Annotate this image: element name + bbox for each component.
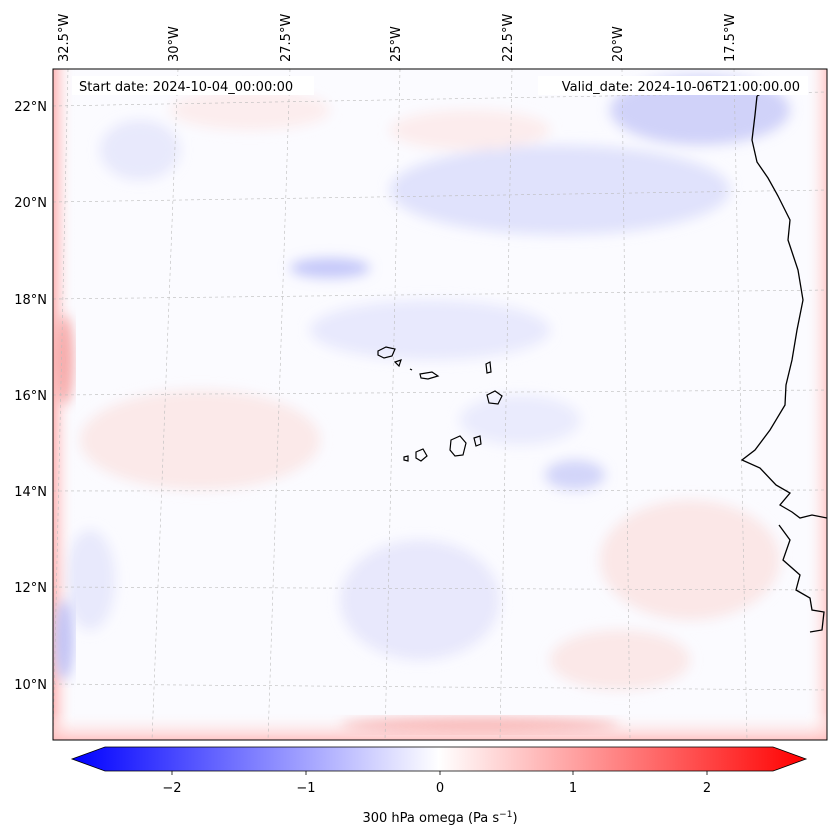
sal-island bbox=[485, 361, 492, 374]
colorbar: −2 −1 0 1 2 300 hPa omega (Pa s−1) bbox=[70, 746, 808, 826]
colorbar-label: 300 hPa omega (Pa s−1) bbox=[362, 810, 517, 826]
valid-date-label: Valid_date: 2024-10-06T21:00:00.00 bbox=[562, 80, 800, 95]
lon-label-25w: 25°W bbox=[389, 26, 404, 62]
map-frame bbox=[52, 68, 828, 741]
longitude-labels: 32.5°W 30°W 27.5°W 25°W 22.5°W 20°W 17.5… bbox=[57, 14, 738, 62]
lat-label-10n: 10°N bbox=[14, 678, 47, 693]
start-date-box bbox=[72, 76, 314, 95]
meridian-line bbox=[499, 69, 513, 740]
lat-label-14n: 14°N bbox=[14, 485, 47, 500]
lat-label-16n: 16°N bbox=[14, 389, 47, 404]
santo-antao-island bbox=[377, 346, 396, 359]
lon-label-32-5w: 32.5°W bbox=[57, 14, 72, 62]
santa-luzia-island bbox=[409, 368, 413, 371]
latitude-labels: 22°N 20°N 18°N 16°N 14°N 12°N 10°N bbox=[14, 100, 47, 693]
colorbar-tick-1: 1 bbox=[569, 781, 577, 796]
lat-label-22n: 22°N bbox=[14, 100, 47, 115]
colorbar-label-text: 300 hPa omega (Pa s bbox=[362, 811, 499, 826]
meridian-line bbox=[267, 69, 291, 740]
meridian-line bbox=[733, 69, 748, 740]
lon-label-17-5w: 17.5°W bbox=[723, 14, 738, 62]
colorbar-tick-0: 0 bbox=[436, 781, 444, 796]
brava-island bbox=[403, 455, 409, 462]
meridian-line bbox=[53, 69, 69, 740]
map-gridlines bbox=[53, 69, 827, 740]
start-date-label: Start date: 2024-10-04_00:00:00 bbox=[79, 80, 293, 95]
sao-nicolau-island bbox=[419, 371, 440, 380]
omega-field-shading bbox=[53, 69, 827, 740]
maio-island bbox=[473, 435, 482, 447]
meridian-line bbox=[151, 69, 179, 740]
meridian-line bbox=[621, 69, 631, 740]
colorbar-tick-labels: −2 −1 0 1 2 bbox=[162, 781, 711, 796]
cape-verde-islands bbox=[377, 346, 503, 462]
lat-label-18n: 18°N bbox=[14, 293, 47, 308]
lon-label-22-5w: 22.5°W bbox=[501, 14, 516, 62]
colorbar-tick-neg1: −1 bbox=[296, 781, 315, 796]
africa-coastline bbox=[740, 95, 827, 519]
map-panel: Start date: 2024-10-04_00:00:00 Valid_da… bbox=[14, 14, 828, 741]
sao-vicente-island bbox=[393, 359, 402, 368]
santiago-island bbox=[449, 435, 467, 457]
lat-label-12n: 12°N bbox=[14, 581, 47, 596]
colorbar-label-close: ) bbox=[512, 811, 517, 826]
fogo-island bbox=[415, 448, 428, 462]
meridian-line bbox=[384, 69, 401, 740]
colorbar-bar bbox=[70, 746, 808, 772]
lon-label-30w: 30°W bbox=[167, 26, 182, 62]
colorbar-tick-marks bbox=[171, 771, 708, 775]
colorbar-tick-neg2: −2 bbox=[162, 781, 181, 796]
lon-label-27-5w: 27.5°W bbox=[279, 14, 294, 62]
guinea-bissau-coastline bbox=[778, 524, 825, 633]
boa-vista-island bbox=[486, 390, 503, 405]
lon-label-20w: 20°W bbox=[611, 26, 626, 62]
valid-date-box bbox=[538, 76, 808, 95]
colorbar-tick-2: 2 bbox=[703, 781, 711, 796]
colorbar-label-exponent: −1 bbox=[499, 810, 512, 820]
lat-label-20n: 20°N bbox=[14, 196, 47, 211]
